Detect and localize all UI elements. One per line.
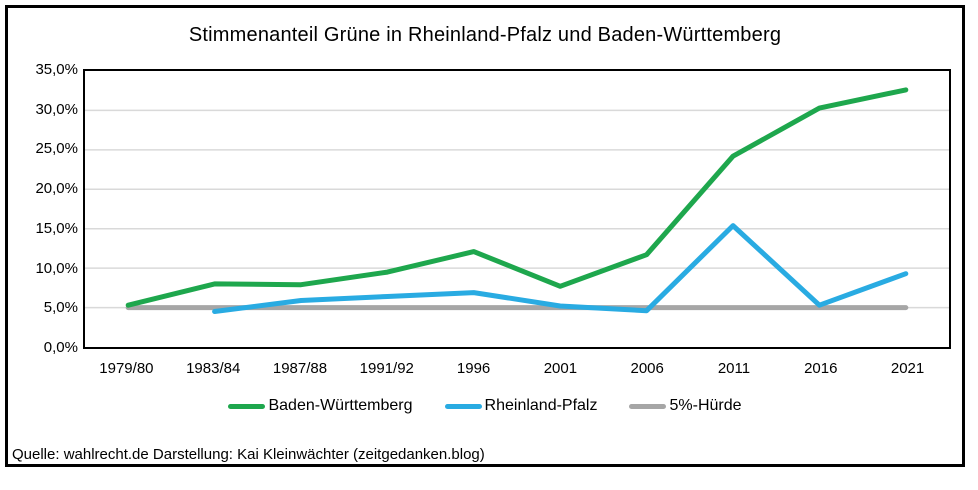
plot-area xyxy=(83,69,951,349)
legend-item-huerde: 5%-Hürde xyxy=(629,397,742,415)
legend-marker-line-icon xyxy=(629,403,667,409)
series-line-baden-w-rttemberg xyxy=(125,87,909,308)
x-axis-labels: 1979/80 1983/84 1987/88 1991/92 1996 2001 2006… xyxy=(83,360,951,377)
legend-marker-line-icon xyxy=(444,403,482,409)
legend-item-baden-wuerttemberg: Baden-Württemberg xyxy=(228,397,413,415)
legend-label-baden-wuerttemberg: Baden-Württemberg xyxy=(268,397,413,414)
source-note: Quelle: wahlrecht.de Darstellung: Kai Kl… xyxy=(12,446,485,463)
x-tick-label: 2001 xyxy=(543,360,578,377)
x-tick-label: 1983/84 xyxy=(186,360,241,377)
x-tick-label: 1987/88 xyxy=(272,360,328,377)
y-axis-labels: 35,0% 30,0% 25,0% 20,0% 15,0% 10,0% 5,0% 0,0% xyxy=(8,61,78,357)
x-tick-label: 1979/80 xyxy=(99,360,154,377)
y-tick-label: 0,0% xyxy=(43,338,78,356)
x-tick-label: 2011 xyxy=(717,360,751,377)
series-line-rheinland-pfalz xyxy=(212,223,909,314)
x-tick-label: 2006 xyxy=(630,360,664,377)
legend-label-huerde: 5%-Hürde xyxy=(669,397,742,414)
x-tick-label: 2021 xyxy=(890,360,925,377)
legend-item-rheinland-pfalz: Rheinland-Pfalz xyxy=(444,397,598,415)
y-tick-label: 15,0% xyxy=(35,219,78,237)
y-tick-label: 30,0% xyxy=(35,100,78,118)
legend-marker-line-icon xyxy=(228,403,266,409)
chart-plot-svg xyxy=(85,87,949,314)
y-tick-label: 10,0% xyxy=(35,259,78,277)
legend-label-rheinland-pfalz: Rheinland-Pfalz xyxy=(484,397,598,414)
y-tick-label: 25,0% xyxy=(35,140,78,158)
y-tick-label: 5,0% xyxy=(43,299,78,317)
chart-frame: Stimmenanteil Grüne in Rheinland-Pfalz u… xyxy=(5,5,965,467)
y-tick-label: 20,0% xyxy=(35,180,78,198)
x-tick-label: 2016 xyxy=(804,360,838,377)
x-tick-label: 1996 xyxy=(456,360,491,377)
x-tick-label: 1991/92 xyxy=(359,360,414,377)
y-tick-label: 35,0% xyxy=(35,61,78,78)
legend: Baden-Württemberg Rheinland-Pfalz 5%-Hür… xyxy=(8,397,962,415)
chart-title: Stimmenanteil Grüne in Rheinland-Pfalz u… xyxy=(188,24,782,46)
